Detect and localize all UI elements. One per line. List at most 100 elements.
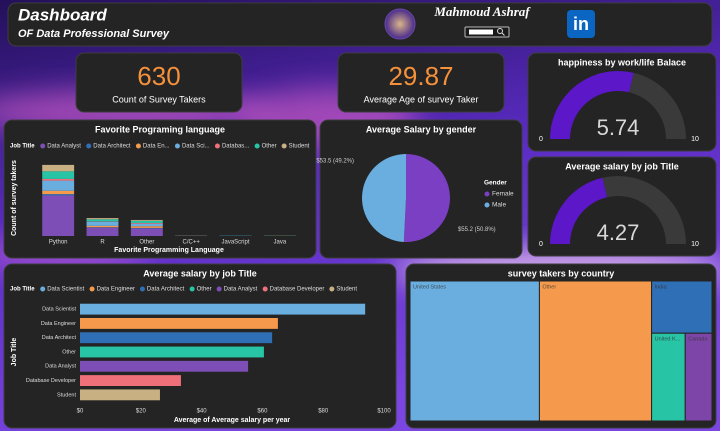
bar: [80, 389, 160, 401]
bar-segment: [42, 171, 75, 179]
treemap-cell: [409, 280, 540, 422]
search-icon: [497, 28, 503, 34]
legend-label: Database Developer: [270, 287, 325, 293]
kpi-value: 630: [137, 61, 180, 91]
bar-segment: [42, 180, 75, 191]
header-title: Dashboard: [18, 5, 107, 24]
bar-segment: [86, 218, 119, 220]
legend-marker: [135, 143, 141, 149]
bar-segment: [42, 164, 75, 172]
legend-marker: [189, 286, 195, 292]
x-axis-label: Favorite Programming Language: [114, 247, 224, 254]
legend-label: Data Architect: [147, 287, 185, 293]
gauge-tick-label: 0: [539, 241, 543, 248]
gauge-value-label: 5.74: [597, 115, 640, 140]
bar-segment: [130, 228, 163, 236]
legend-label: Student: [289, 144, 310, 150]
legend-marker: [174, 143, 180, 149]
x-tick-label: $20: [136, 409, 147, 415]
x-tick-label: $40: [197, 409, 208, 415]
legend-label: Student: [336, 287, 357, 293]
legend-title: Job Title: [10, 287, 35, 293]
chart-title: survey takers by country: [508, 268, 615, 278]
x-tick-label: $60: [257, 409, 268, 415]
chart-title: Average salary by job Title: [143, 268, 257, 278]
gauge-tick-label: 10: [691, 241, 699, 248]
bar-segment: [42, 194, 75, 196]
treemap-label: Canada: [688, 337, 708, 343]
legend-label: Data Analyst: [224, 287, 258, 293]
legend-marker: [216, 286, 222, 292]
bar-segment: [130, 226, 163, 228]
bar-segment: [130, 227, 163, 229]
y-tick-label: Data Scientist: [42, 307, 76, 313]
bar: [80, 375, 181, 386]
bar-segment: [86, 227, 119, 236]
legend-marker: [40, 143, 46, 149]
bar-segment: [42, 178, 75, 181]
bar-segment: [130, 222, 163, 224]
legend-marker: [86, 143, 92, 149]
gauge-tick-label: 0: [539, 136, 543, 143]
legend-label: Data Scientist: [47, 287, 84, 293]
legend-label: Data Architect: [93, 144, 131, 150]
legend-marker: [139, 286, 145, 292]
linkedin-logo[interactable]: [567, 10, 595, 38]
legend-label: Male: [492, 202, 506, 209]
legend-label: Other: [262, 144, 277, 150]
bar: [80, 332, 273, 344]
legend-marker: [281, 143, 287, 149]
card: [7, 2, 713, 47]
chart-title: Favorite Programing language: [95, 124, 225, 134]
kpi-label: Count of Survey Takers: [112, 94, 206, 104]
legend-marker: [40, 286, 46, 292]
treemap-cell: [651, 280, 713, 334]
pie-slice: [362, 154, 406, 242]
x-tick-label: $0: [77, 409, 84, 415]
gauge-track: [629, 72, 686, 139]
gauge-value: [550, 70, 634, 139]
x-tick-label: $80: [318, 409, 329, 415]
legend-label: Data Sci...: [182, 144, 210, 150]
treemap-label: Other: [542, 284, 556, 290]
legend-label: Data En...: [143, 144, 170, 150]
treemap-cell: [651, 332, 686, 422]
y-tick-label: Data Analyst: [45, 364, 76, 370]
x-tick-label: Other: [139, 240, 154, 246]
bar-segment: [86, 225, 119, 228]
kpi-label: Average Age of survey Taker: [364, 94, 479, 104]
search-field: [469, 29, 493, 35]
gauge-value-label: 4.27: [597, 220, 640, 245]
bar-segment: [130, 219, 163, 221]
gauge-track: [602, 176, 686, 244]
legend-marker: [484, 202, 490, 208]
legend-label: Data Engineer: [97, 287, 135, 293]
bar-segment: [86, 221, 119, 226]
author-name: Mahmoud Ashraf: [433, 4, 531, 19]
y-tick-label: Database Developer: [26, 378, 76, 384]
bar-segment: [42, 195, 75, 236]
treemap-cell: [684, 332, 713, 422]
header-subtitle: OF Data Professional Survey: [18, 28, 170, 40]
treemap-label: United States: [413, 284, 446, 290]
legend-marker: [329, 286, 335, 292]
pie-slice: [403, 154, 451, 243]
chart-title: Average Salary by gender: [366, 124, 477, 134]
legend-label: Female: [492, 191, 514, 198]
bar: [80, 303, 366, 315]
x-axis-label: Average of Average salary per year: [174, 417, 291, 424]
legend-marker: [262, 286, 268, 292]
y-tick-label: Data Engineer: [41, 321, 76, 327]
bar: [80, 360, 249, 372]
legend-marker: [254, 143, 260, 149]
legend-label: Data Analyst: [47, 144, 81, 150]
bar: [80, 318, 278, 329]
x-tick-label: Python: [49, 240, 68, 246]
treemap-label: United K...: [655, 337, 681, 343]
chart-title: Average salary by job Title: [565, 161, 679, 171]
card: [75, 52, 243, 113]
linkedin-text: in: [573, 14, 589, 34]
bar-segment: [42, 190, 75, 195]
bar-segment: [130, 223, 163, 227]
